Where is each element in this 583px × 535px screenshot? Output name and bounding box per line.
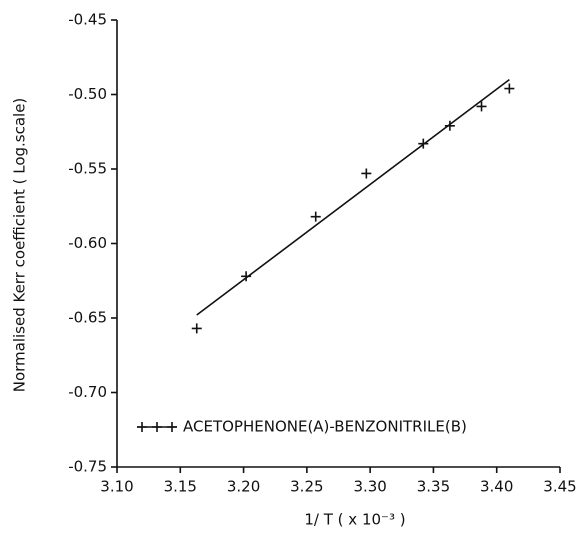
y-tick-label: -0.70 [68,383,107,401]
y-tick-label: -0.45 [68,11,107,29]
data-point [504,83,515,94]
x-tick-label: 3.45 [543,478,576,496]
y-tick-label: -0.50 [68,85,107,103]
x-tick-label: 3.25 [290,478,323,496]
x-axis-title: 1/ T ( x 10⁻³ ) [304,511,405,529]
data-point [361,168,372,179]
fit-line [196,78,510,316]
x-tick-label: 3.40 [480,478,513,496]
y-tick-label: -0.75 [68,458,107,476]
legend-marker [167,422,177,432]
data-point [191,323,202,334]
axes [116,20,560,468]
data-point [310,211,321,222]
legend-label: ACETOPHENONE(A)-BENZONITRILE(B) [183,418,467,436]
x-tick-label: 3.35 [417,478,450,496]
x-tick-label: 3.10 [100,478,133,496]
legend-marker [137,422,147,432]
legend-marker [152,422,162,432]
x-tick-label: 3.30 [353,478,386,496]
y-axis-title: Normalised Kerr coefficient ( Log.scale) [11,98,29,393]
data-point [476,101,487,112]
x-tick-label: 3.20 [227,478,260,496]
data-point [418,138,429,149]
data-point [241,271,252,282]
data-point [444,120,455,131]
y-tick-label: -0.55 [68,160,107,178]
y-tick-label: -0.60 [68,234,107,252]
y-tick-label: -0.65 [68,309,107,327]
x-tick-label: 3.15 [164,478,197,496]
